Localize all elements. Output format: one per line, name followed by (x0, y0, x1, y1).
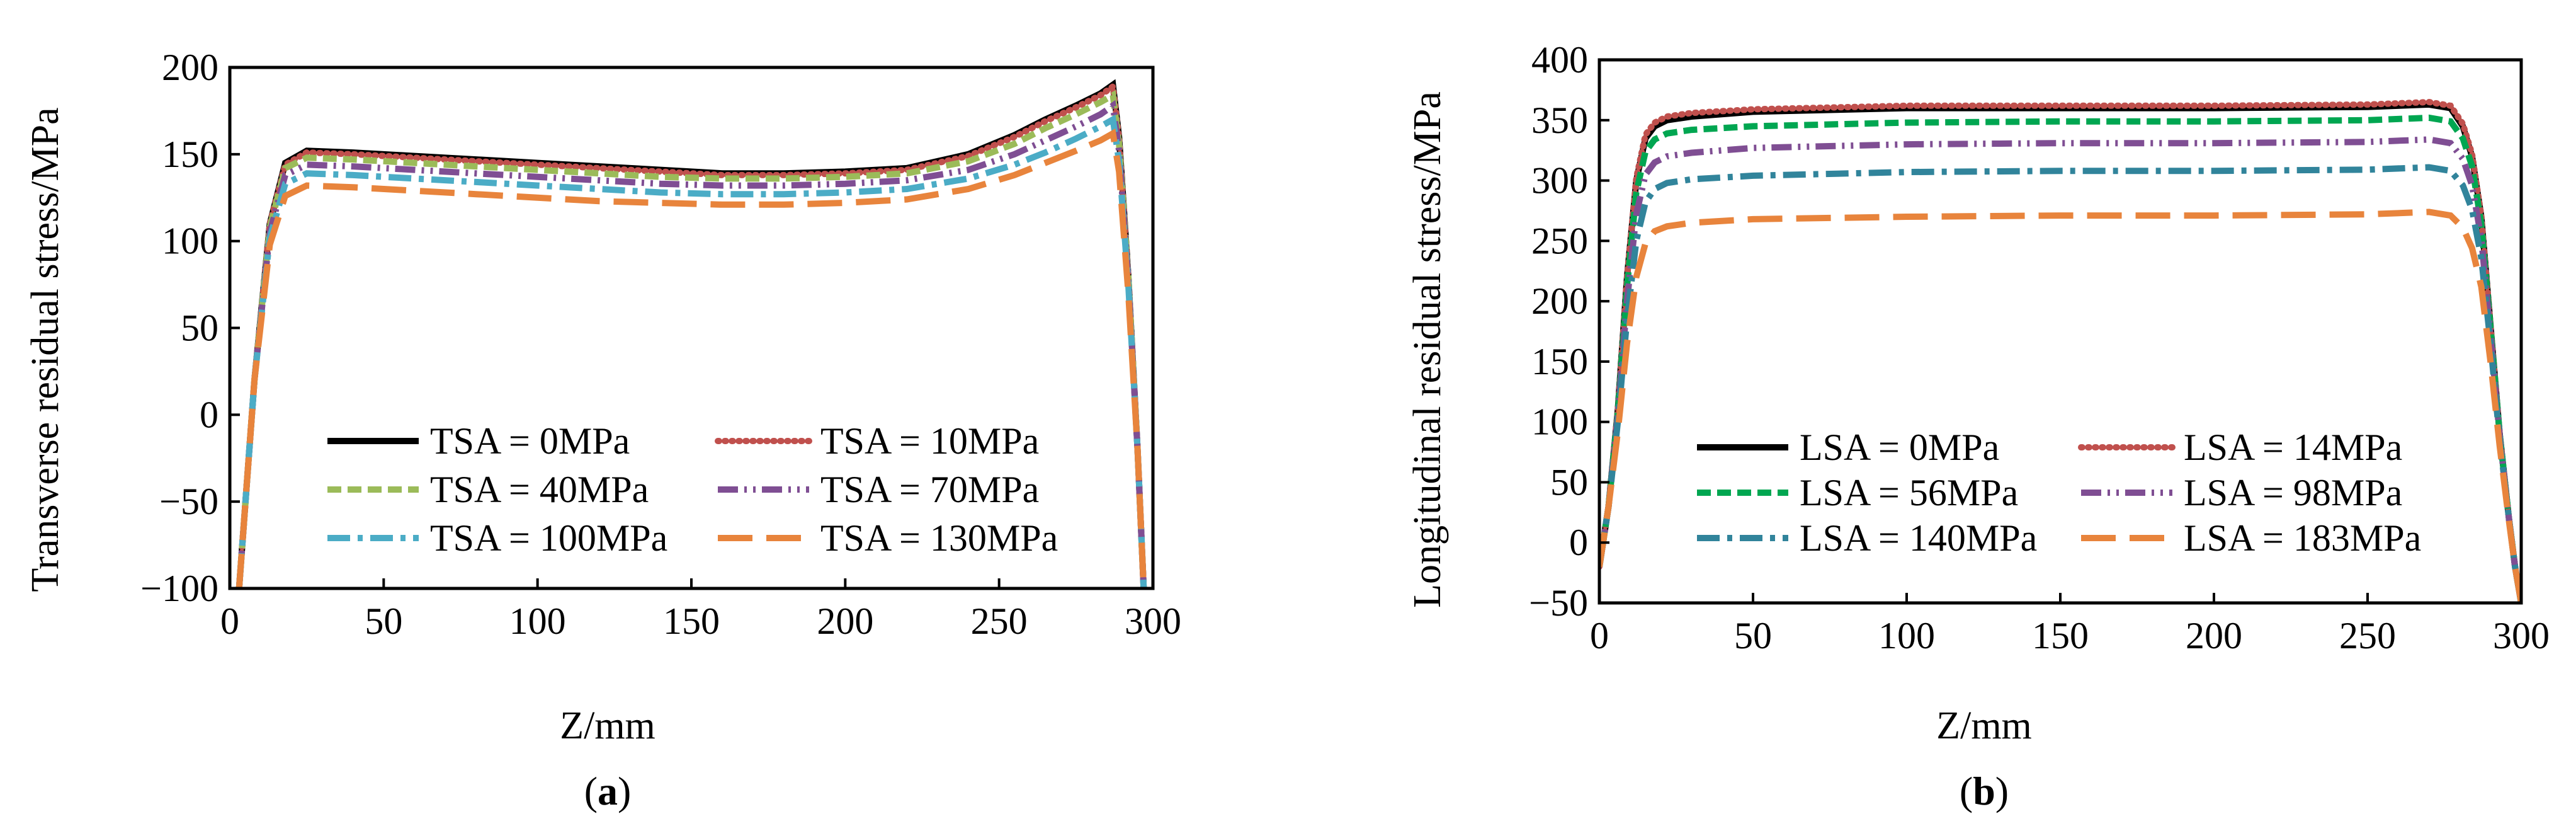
chart-a-ytick-label: −100 (140, 568, 218, 609)
chart-a-xtick-label: 300 (1125, 600, 1181, 642)
chart-b-legend-label: LSA = 98MPa (2184, 472, 2402, 513)
chart-b-ytick-label: 200 (1531, 280, 1588, 322)
chart-b-legend-label: LSA = 56MPa (1800, 472, 2018, 513)
chart-a-xtick-label: 0 (220, 600, 239, 642)
chart-a-ticks: 0 50 100 150 200 250 300 −100 −50 0 50 100 150 200 (140, 47, 1181, 642)
chart-b-ticks: 0 50 100 150 200 250 300−500501001502002503003… (1529, 39, 2550, 656)
chart-a-caption: (a) (584, 769, 632, 813)
chart-b-ytick-label: 50 (1550, 461, 1588, 503)
chart-a-ytick-label: 50 (181, 307, 218, 349)
chart-a-xtick-label: 200 (817, 600, 873, 642)
chart-panel-b: Longitudinal residual stress/MPa Z/mm (b… (1406, 39, 2550, 813)
chart-a-ytick-label: −50 (159, 481, 218, 522)
chart-b-ytick-label: 400 (1531, 39, 1588, 81)
chart-a-legend-label: TSA = 40MPa (430, 469, 649, 510)
chart-a-xtick-label: 150 (663, 600, 720, 642)
chart-a-series-3 (235, 100, 1147, 588)
chart-b-series-5 (1599, 209, 2521, 603)
chart-a-xtick-label: 250 (971, 600, 1028, 642)
chart-b-legend-label: LSA = 140MPa (1800, 517, 2037, 559)
chart-b-ytick-label: 0 (1569, 522, 1588, 563)
chart-b-xtick-label: 0 (1590, 615, 1609, 656)
chart-b-ytick-label: 100 (1531, 401, 1588, 443)
chart-b-ytick-label: −50 (1529, 582, 1588, 624)
chart-a-series-1 (235, 81, 1147, 588)
chart-b-ytick-label: 350 (1531, 100, 1588, 141)
chart-b-xtick-label: 300 (2493, 615, 2550, 656)
chart-a-legend-label: TSA = 70MPa (820, 469, 1039, 510)
chart-a-series-4 (235, 114, 1147, 588)
chart-a-ytick-label: 0 (200, 394, 218, 435)
chart-a-xtick-label: 100 (509, 600, 566, 642)
chart-b-ytick-label: 300 (1531, 160, 1588, 202)
chart-b-ylabel: Longitudinal residual stress/MPa (1406, 91, 1449, 608)
chart-a-ytick-label: 100 (162, 221, 218, 262)
chart-a-series-5 (235, 128, 1147, 588)
chart-b-ytick-label: 150 (1531, 341, 1588, 382)
chart-a-legend-label: TSA = 10MPa (820, 420, 1039, 462)
chart-b-plot (1599, 98, 2521, 603)
chart-a-ytick-label: 200 (162, 47, 218, 88)
chart-a-ylabel: Transverse residual stress/MPa (24, 107, 67, 592)
chart-b-legend-label: LSA = 0MPa (1800, 427, 1999, 468)
chart-b-ytick-label: 250 (1531, 220, 1588, 261)
chart-a-legend-label: TSA = 0MPa (430, 420, 630, 462)
chart-a-xtick-label: 50 (365, 600, 402, 642)
chart-a-ytick-label: 150 (162, 134, 218, 175)
chart-b-caption: (b) (1960, 769, 2009, 813)
chart-b-xtick-label: 200 (2186, 615, 2242, 656)
chart-a-series-2 (235, 90, 1147, 588)
chart-b-legend-label: LSA = 183MPa (2184, 517, 2421, 559)
chart-b-legend-label: LSA = 14MPa (2184, 427, 2402, 468)
chart-b-legend: LSA = 0MPa LSA = 14MPa LSA = 56MPa LSA = 98… (1697, 427, 2421, 559)
chart-b-xtick-label: 50 (1734, 615, 1772, 656)
chart-a-plot (235, 79, 1147, 588)
chart-a-legend-label: TSA = 100MPa (430, 517, 667, 559)
chart-a-legend-label: TSA = 130MPa (820, 517, 1058, 559)
chart-b-xlabel: Z/mm (1936, 704, 2032, 747)
chart-b-xtick-label: 100 (1878, 615, 1935, 656)
chart-a-xlabel: Z/mm (560, 704, 655, 747)
chart-a-legend: TSA = 0MPa TSA = 10MPa TSA = 40MPa TSA = 70… (327, 420, 1058, 559)
chart-b-xtick-label: 150 (2032, 615, 2089, 656)
chart-b-xtick-label: 250 (2339, 615, 2396, 656)
chart-panel-a: Transverse residual stress/MPa Z/mm (a) … (24, 47, 1181, 813)
